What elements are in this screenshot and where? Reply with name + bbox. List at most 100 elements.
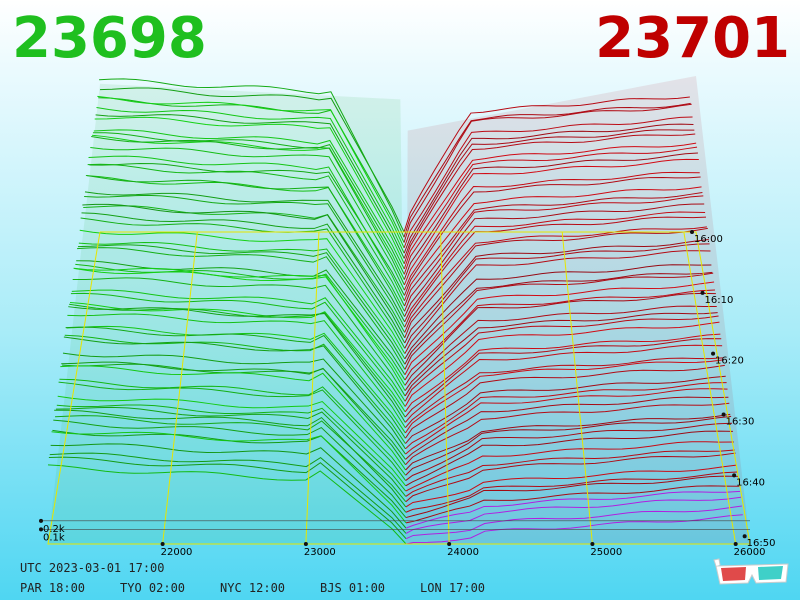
bid-depth-line xyxy=(64,334,406,444)
price-tick-label: 24000 xyxy=(447,547,479,558)
bid-depth-line xyxy=(81,212,406,344)
ask-depth-line xyxy=(405,490,741,529)
time-tick-label: 16:30 xyxy=(726,417,755,428)
time-tick-label: 16:20 xyxy=(715,356,744,367)
depth-tick-label: 0.1k xyxy=(43,532,65,543)
price-tick-label: 23000 xyxy=(304,547,336,558)
ask-depth-line xyxy=(403,96,690,233)
ask-depth-line xyxy=(404,264,712,360)
bid-depth-line xyxy=(99,78,405,238)
ask-depth-line xyxy=(405,464,737,508)
bid-depth-line xyxy=(69,303,406,418)
ask-depth-line xyxy=(403,129,695,259)
ask-depth-line xyxy=(404,359,724,434)
ask-depth-line xyxy=(405,485,740,524)
ask-depth-line xyxy=(403,142,697,270)
time-tick-marker xyxy=(742,534,747,539)
bid-depth-line xyxy=(91,135,405,286)
ask-depth-line xyxy=(403,103,692,243)
ask-depth-line xyxy=(404,243,710,349)
bid-depth-line xyxy=(54,409,407,508)
price-tick-marker xyxy=(303,542,308,546)
ask-depth-line xyxy=(404,203,705,317)
ask-depth-line xyxy=(404,321,720,407)
time-tick-label: 16:00 xyxy=(694,234,723,245)
bid-depth-line xyxy=(49,452,407,534)
utc-time: UTC 2023-03-01 17:00 xyxy=(20,561,165,575)
time-tick-label: 16:10 xyxy=(705,295,734,306)
time-tick-label: 16:40 xyxy=(736,477,765,488)
price-gridline xyxy=(561,231,593,545)
bid-depth-line xyxy=(79,229,406,354)
price-tick-marker xyxy=(447,542,452,546)
bid-depth-line xyxy=(78,242,406,360)
ask-depth-line xyxy=(404,338,722,418)
bid-depth-line xyxy=(67,313,406,428)
bid-price: 23698 xyxy=(12,6,207,71)
ask-depth-line xyxy=(405,505,742,540)
ask-depth-line xyxy=(404,272,714,370)
timezone-par: PAR 18:00 xyxy=(20,581,86,595)
bid-depth-line xyxy=(94,116,405,264)
ask-depth-line xyxy=(405,430,733,487)
time-tick-marker xyxy=(711,351,716,356)
ask-depth-line xyxy=(405,413,731,471)
bid-depth-line xyxy=(82,203,406,339)
ask-depth-line xyxy=(403,123,694,254)
bid-depth-line xyxy=(73,267,406,391)
bid-depth-line xyxy=(93,129,405,270)
ask-depth-line xyxy=(404,312,718,397)
ask-depth-line xyxy=(404,195,704,312)
bid-depth-line xyxy=(88,155,405,301)
bid-depth-line xyxy=(68,306,406,423)
bid-depth-line xyxy=(66,325,406,434)
bid-depth-line xyxy=(61,361,406,465)
price-tick-marker xyxy=(733,542,738,546)
ask-depth-line xyxy=(405,422,733,481)
bid-depth-line xyxy=(47,464,407,545)
bid-depth-line xyxy=(99,87,405,233)
ask-depth-line xyxy=(405,514,743,545)
bid-depth-line xyxy=(69,301,406,413)
ask-depth-line xyxy=(405,402,730,466)
bid-depth-line xyxy=(85,174,406,317)
ask-depth-line xyxy=(404,191,703,307)
ask-depth-line xyxy=(405,471,738,513)
price-gridline xyxy=(683,231,737,545)
bid-depth-line xyxy=(80,217,406,349)
timezone-lon: LON 17:00 xyxy=(420,581,486,595)
ask-depth-lines xyxy=(403,96,743,545)
ask-depth-line xyxy=(405,396,729,460)
bid-depth-line xyxy=(72,277,406,397)
bid-depth-line xyxy=(58,381,407,481)
ask-depth-line xyxy=(405,496,742,534)
ask-depth-line xyxy=(404,357,724,428)
bid-depth-line xyxy=(62,352,406,455)
bid-depth-lines xyxy=(47,78,407,545)
price-tick-marker xyxy=(590,542,595,546)
ask-depth-fill xyxy=(406,76,750,544)
bid-depth-line xyxy=(84,191,406,323)
grid-lines xyxy=(41,231,751,545)
ask-depth-line xyxy=(404,292,716,386)
ask-depth-line xyxy=(403,158,699,286)
bid-depth-line xyxy=(77,244,406,365)
price-gridline xyxy=(305,231,320,545)
ask-depth-line xyxy=(405,382,727,450)
bid-depth-line xyxy=(92,132,405,275)
bid-depth-line xyxy=(59,378,407,476)
bid-depth-line xyxy=(90,147,405,291)
bid-depth-line xyxy=(97,95,405,249)
time-tick-marker xyxy=(721,412,726,417)
bid-depth-line xyxy=(55,406,407,497)
ask-depth-line xyxy=(404,305,717,391)
ask-depth-line xyxy=(404,216,707,328)
bid-depth-line xyxy=(83,205,406,333)
3d-glasses-icon[interactable] xyxy=(712,556,792,588)
ask-depth-line xyxy=(403,102,691,238)
ask-depth-line xyxy=(404,315,719,402)
bid-depth-line xyxy=(76,260,406,376)
axis-labels: 22000 23000 24000 25000 26000 16:00 16:10 16:20… xyxy=(39,230,775,558)
timezone-tyo: TYO 02:00 xyxy=(120,581,186,595)
